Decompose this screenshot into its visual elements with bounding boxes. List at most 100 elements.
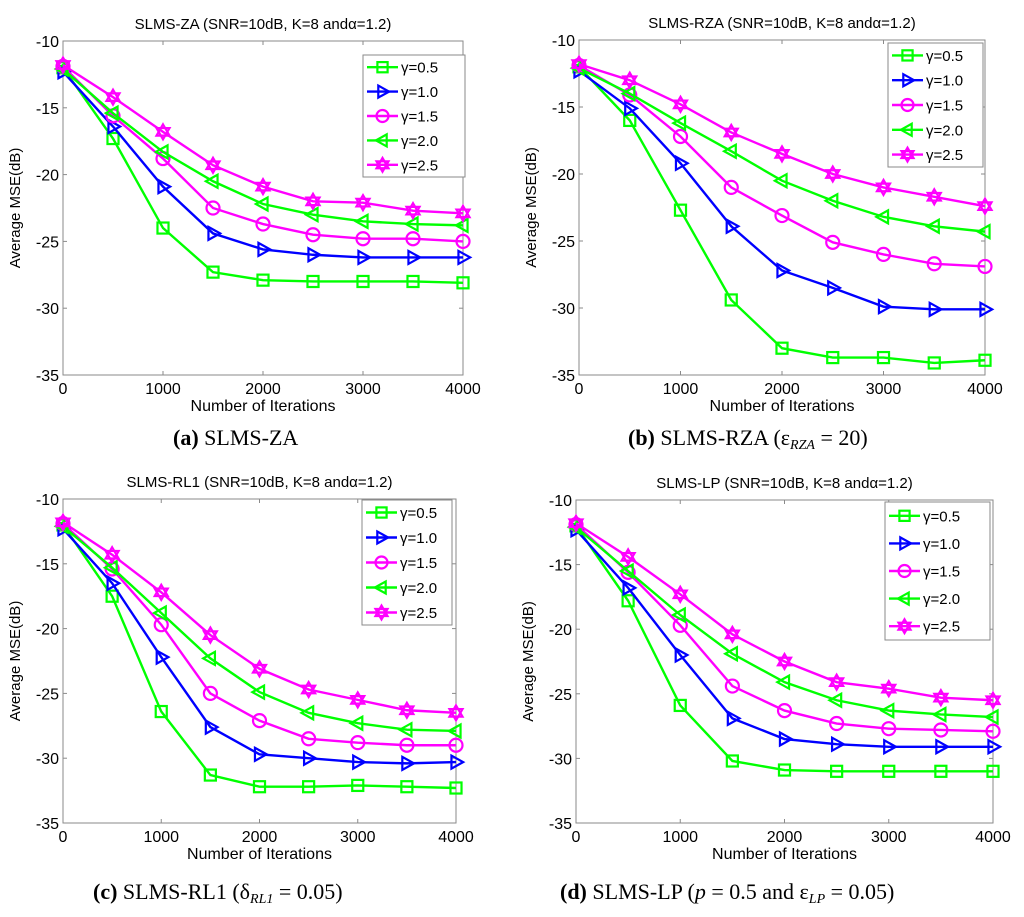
- chart-title: SLMS-ZA (SNR=10dB, K=8 andα=1.2): [135, 16, 392, 33]
- legend-item: γ=2.0: [367, 132, 438, 150]
- caption-d: (d) SLMS-LP (p = 0.5 and εLP = 0.05): [560, 879, 894, 908]
- caption-text: SLMS-RZA (ε: [654, 425, 791, 450]
- data-point: [151, 604, 167, 622]
- data-point: [397, 721, 413, 739]
- data-point: [773, 144, 791, 164]
- marker-hexagram-up: [896, 617, 913, 631]
- marker-circle: [825, 234, 841, 250]
- x-tick-label: 2000: [764, 381, 800, 398]
- data-point: [776, 651, 793, 672]
- data-point: [880, 678, 898, 699]
- data-point: [355, 231, 371, 247]
- data-point: [722, 645, 739, 663]
- marker-triangle-left: [250, 683, 266, 701]
- legend-label: γ=2.5: [401, 157, 438, 174]
- data-point: [400, 780, 414, 794]
- data-point: [983, 708, 999, 726]
- marker-square: [256, 273, 270, 287]
- legend-item: γ=2.5: [367, 155, 438, 174]
- caption-a: (a) SLMS-ZA: [173, 425, 298, 451]
- data-point: [674, 646, 690, 664]
- legend-label: γ=0.5: [400, 505, 437, 522]
- data-point: [206, 265, 220, 279]
- series-1-5: [55, 58, 471, 249]
- data-point: [623, 113, 637, 128]
- marker-triangle-right: [674, 154, 690, 172]
- marker-hexagram-up: [447, 703, 465, 718]
- data-point: [255, 216, 271, 232]
- marker-triangle-right: [624, 99, 640, 117]
- marker-hexagram-down: [984, 695, 1002, 710]
- data-point: [671, 584, 689, 604]
- y-tick-label: -15: [36, 101, 59, 118]
- data-point: [876, 350, 891, 365]
- data-point: [775, 341, 789, 355]
- marker-triangle-right: [883, 738, 899, 756]
- data-point: [984, 690, 1002, 710]
- marker-triangle-right: [376, 529, 391, 546]
- data-point: [299, 704, 315, 722]
- marker-triangle-left: [303, 206, 319, 224]
- data-point: [257, 241, 273, 258]
- data-point: [721, 142, 737, 160]
- data-point: [201, 625, 219, 645]
- series-2-0: [53, 517, 462, 740]
- marker-hexagram-up: [374, 155, 391, 170]
- marker-hexagram-up: [204, 155, 222, 171]
- marker-triangle-left: [372, 579, 387, 596]
- data-point: [406, 274, 420, 289]
- marker-triangle-left: [772, 172, 788, 190]
- data-point: [882, 764, 896, 778]
- marker-triangle-left: [403, 215, 419, 233]
- marker-square: [456, 276, 470, 290]
- data-point: [827, 279, 843, 297]
- marker-circle: [875, 246, 892, 262]
- legend-label: γ=1.5: [923, 564, 960, 581]
- legend-label: γ=2.0: [923, 591, 960, 608]
- marker-square: [351, 778, 365, 793]
- data-point: [618, 562, 634, 580]
- legend-label: γ=2.0: [400, 580, 437, 597]
- marker-circle: [405, 231, 421, 247]
- y-axis-label: Average MSE(dB): [7, 148, 24, 269]
- y-tick-label: -15: [552, 100, 575, 117]
- series-line: [575, 525, 993, 773]
- series-line: [62, 528, 457, 765]
- marker-circle: [672, 128, 689, 145]
- y-tick-label: -25: [549, 687, 572, 704]
- marker-hexagram-down: [304, 196, 322, 211]
- marker-circle: [933, 722, 949, 738]
- chart-panel-b: SLMS-RZA (SNR=10dB, K=8 andα=1.2) 0 1000 20…: [523, 15, 1003, 415]
- marker-circle: [455, 233, 471, 249]
- series-2-5: [570, 54, 994, 216]
- data-point: [405, 231, 421, 247]
- data-point: [251, 659, 268, 679]
- series-line: [62, 521, 457, 715]
- data-point: [928, 300, 944, 318]
- marker-triangle-right: [401, 755, 417, 772]
- data-point: [875, 246, 892, 262]
- marker-hexagram-down: [570, 59, 588, 74]
- legend-item: γ=2.5: [889, 617, 960, 636]
- marker-triangle-right: [457, 249, 473, 266]
- marker-circle: [205, 200, 221, 216]
- data-point: [672, 94, 689, 114]
- series-line: [62, 64, 464, 215]
- y-tick-label: -25: [36, 686, 59, 703]
- marker-hexagram-up: [152, 582, 170, 598]
- marker-square: [986, 764, 1000, 778]
- marker-circle: [774, 207, 790, 224]
- marker-triangle-left: [453, 216, 469, 234]
- legend-label: γ=2.0: [926, 122, 963, 139]
- data-point: [985, 723, 1001, 739]
- legend-label: γ=2.5: [926, 147, 963, 164]
- y-tick-label: -10: [36, 34, 59, 51]
- x-tick-label: 3000: [345, 381, 381, 398]
- y-tick-label: -20: [552, 167, 575, 184]
- data-point: [777, 763, 792, 777]
- marker-square: [376, 60, 389, 74]
- marker-hexagram-up: [619, 547, 637, 562]
- marker-square: [302, 780, 316, 794]
- data-point: [106, 131, 120, 146]
- marker-hexagram-up: [925, 187, 943, 202]
